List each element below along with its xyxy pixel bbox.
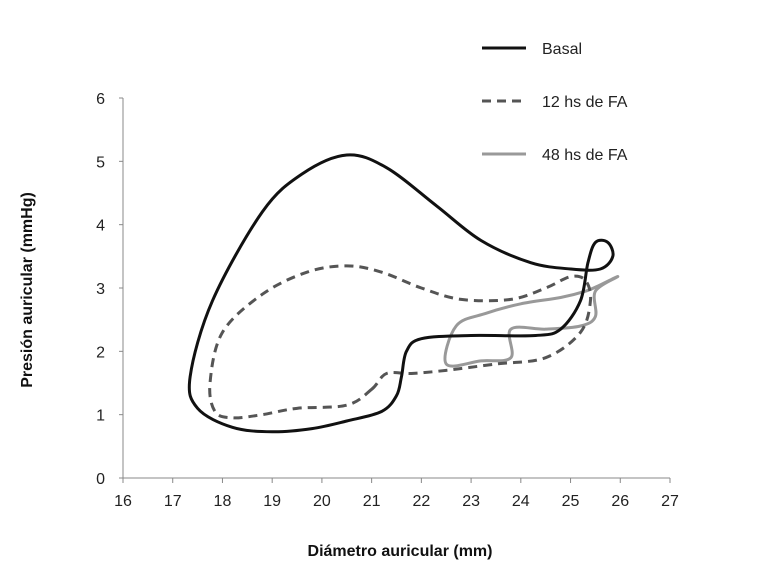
x-tick-label: 26: [611, 493, 629, 510]
x-tick-label: 27: [661, 493, 679, 510]
y-tick-label: 0: [96, 471, 105, 488]
legend-label-12-hs-de-fa: 12 hs de FA: [542, 94, 628, 111]
x-tick-label: 16: [114, 493, 132, 510]
x-tick-label: 17: [164, 493, 182, 510]
y-tick-label: 2: [96, 344, 105, 361]
series-line-12-hs-de-fa: [208, 264, 593, 420]
y-tick-label: 4: [96, 218, 105, 235]
x-tick-label: 25: [562, 493, 580, 510]
legend-label-basal: Basal: [542, 41, 582, 58]
y-tick-label: 6: [96, 91, 105, 108]
y-axis-title: Presión auricular (mmHg): [19, 192, 36, 388]
y-axis: 0 1 2 3 4 5 6: [96, 91, 124, 488]
x-tick-label: 21: [363, 493, 381, 510]
x-tick-label: 20: [313, 493, 331, 510]
x-tick-label: 23: [462, 493, 480, 510]
y-tick-label: 5: [96, 154, 105, 171]
x-tick-label: 24: [512, 493, 530, 510]
x-axis-title: Diámetro auricular (mm): [308, 543, 493, 560]
series-line-48-hs-de-fa: [443, 275, 620, 368]
x-tick-label: 22: [412, 493, 430, 510]
y-tick-label: 3: [96, 281, 105, 298]
x-tick-label: 18: [214, 493, 232, 510]
x-axis: 16 17 18 19 20 21 22 23 24 25 26 27: [114, 477, 679, 510]
legend-label-48-hs-de-fa: 48 hs de FA: [542, 147, 628, 164]
series-line-basal: [187, 153, 615, 434]
x-tick-label: 19: [263, 493, 281, 510]
y-tick-label: 1: [96, 408, 105, 425]
series-layer: [187, 153, 620, 434]
legend: Basal 12 hs de FA 48 hs de FA: [482, 41, 628, 164]
